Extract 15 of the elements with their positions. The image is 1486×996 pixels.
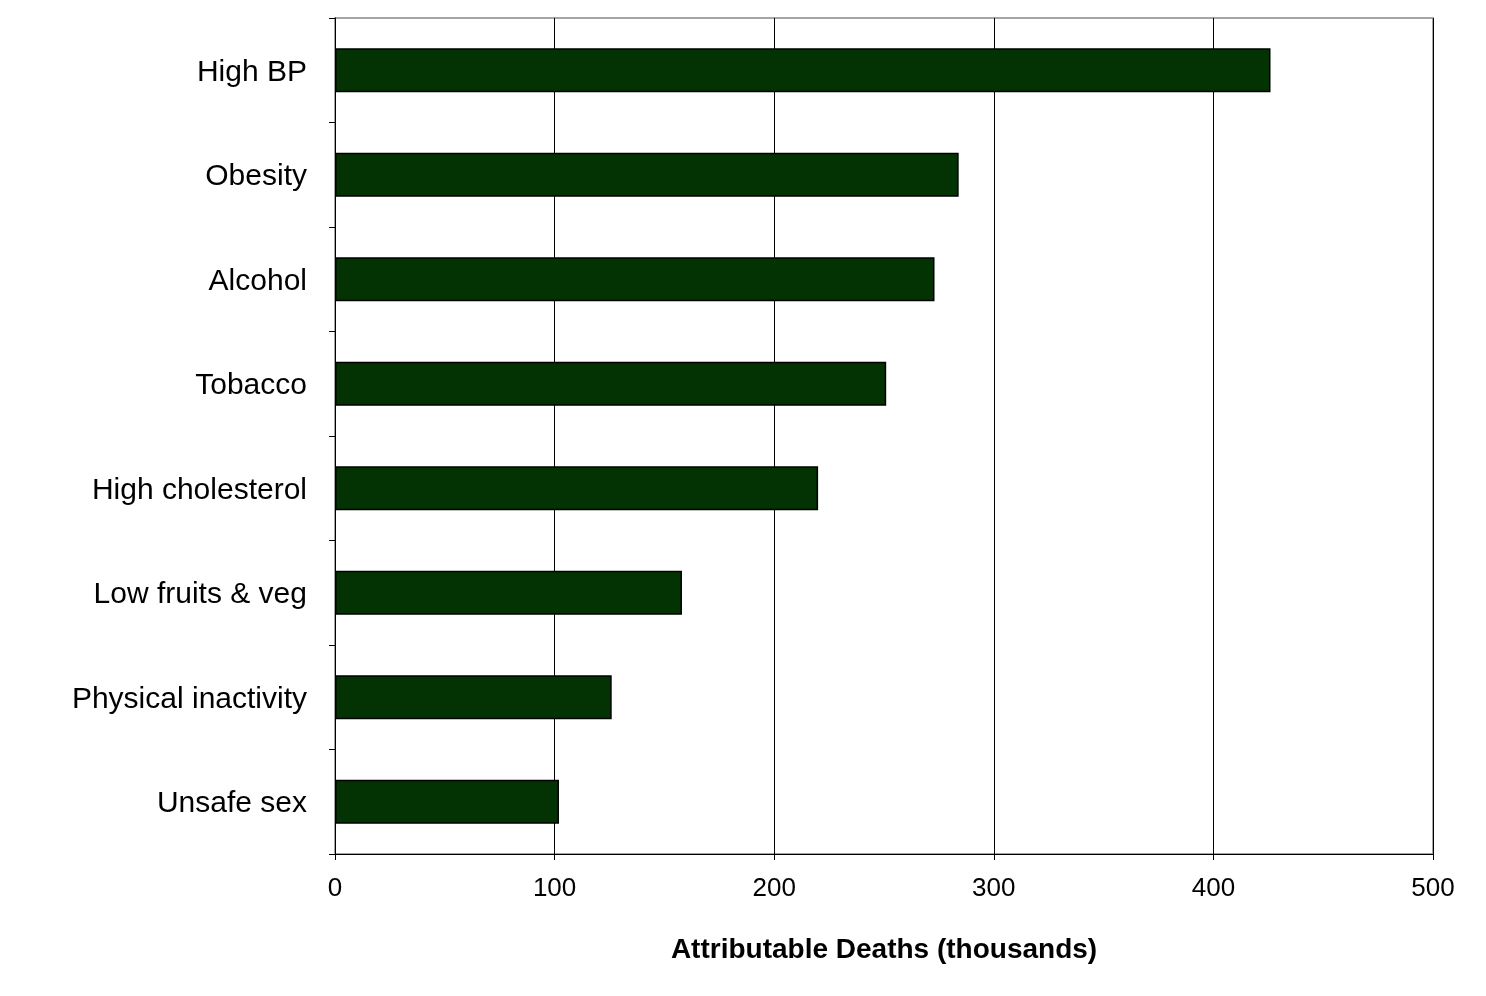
y-tick-label: Alcohol (208, 262, 307, 296)
y-tick-label: Tobacco (195, 367, 307, 401)
x-tick-label: 100 (532, 872, 577, 902)
y-tick-label: High BP (196, 53, 307, 87)
x-tick-label: 400 (1191, 872, 1236, 902)
x-tick-label: 0 (327, 872, 343, 902)
y-tick-label: Physical inactivity (71, 680, 307, 714)
x-axis-title: Attributable Deaths (thousands) (670, 932, 1098, 964)
x-tick-label: 500 (1411, 872, 1455, 902)
x-tick-label: 300 (972, 872, 1016, 902)
y-tick-label: Obesity (205, 158, 307, 192)
y-tick-label: High cholesterol (91, 471, 307, 505)
y-tick-label: Low fruits & veg (93, 576, 307, 610)
y-tick-label: Unsafe sex (156, 785, 307, 819)
x-tick-label: 200 (752, 872, 796, 902)
